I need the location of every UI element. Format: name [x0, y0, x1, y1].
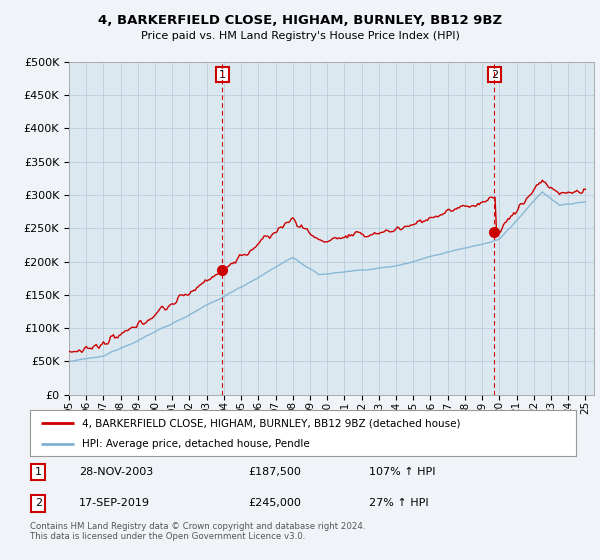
Text: 28-NOV-2003: 28-NOV-2003	[79, 467, 154, 477]
Text: 1: 1	[219, 69, 226, 80]
Text: 17-SEP-2019: 17-SEP-2019	[79, 498, 150, 508]
Text: 107% ↑ HPI: 107% ↑ HPI	[368, 467, 435, 477]
Text: Price paid vs. HM Land Registry's House Price Index (HPI): Price paid vs. HM Land Registry's House …	[140, 31, 460, 41]
Text: HPI: Average price, detached house, Pendle: HPI: Average price, detached house, Pend…	[82, 440, 310, 450]
Text: 1: 1	[35, 467, 41, 477]
Text: £245,000: £245,000	[248, 498, 301, 508]
Text: 2: 2	[35, 498, 42, 508]
Text: £187,500: £187,500	[248, 467, 301, 477]
Text: 2: 2	[491, 69, 498, 80]
Text: Contains HM Land Registry data © Crown copyright and database right 2024.
This d: Contains HM Land Registry data © Crown c…	[30, 522, 365, 542]
Text: 4, BARKERFIELD CLOSE, HIGHAM, BURNLEY, BB12 9BZ: 4, BARKERFIELD CLOSE, HIGHAM, BURNLEY, B…	[98, 14, 502, 27]
Text: 4, BARKERFIELD CLOSE, HIGHAM, BURNLEY, BB12 9BZ (detached house): 4, BARKERFIELD CLOSE, HIGHAM, BURNLEY, B…	[82, 418, 460, 428]
Text: 27% ↑ HPI: 27% ↑ HPI	[368, 498, 428, 508]
